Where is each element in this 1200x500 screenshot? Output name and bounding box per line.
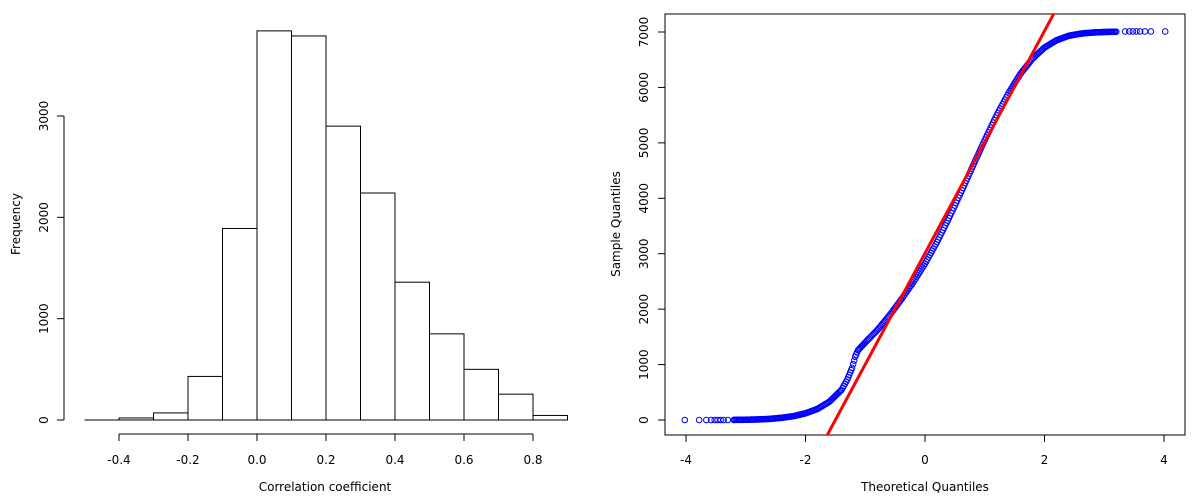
- qq-y-tick-label: 7000: [637, 17, 651, 48]
- histogram-bar: [291, 35, 327, 421]
- qq-point: [681, 416, 689, 424]
- histogram-x-tick-label: 0.6: [454, 453, 473, 467]
- qq-point: [1129, 28, 1137, 35]
- qq-y-tick-label: 5000: [637, 128, 651, 159]
- histogram-y-tick-label: 2000: [37, 202, 51, 233]
- qq-x-tick-label: 4: [1160, 453, 1168, 467]
- qq-point: [724, 416, 732, 424]
- histogram-bar: [498, 393, 534, 421]
- qq-y-tick-label: 1000: [637, 349, 651, 380]
- qq-y-label: Sample Quantiles: [609, 171, 623, 277]
- qq-point: [1147, 28, 1155, 35]
- histogram-bar: [325, 125, 361, 421]
- histogram-y-axis: 0 1000 2000 3000: [37, 101, 65, 424]
- qq-reference-line-group: [825, 14, 1056, 435]
- histogram-y-tick-label: 1000: [37, 303, 51, 334]
- histogram-x-tick-label: 0.0: [247, 453, 266, 467]
- histogram-bar: [153, 412, 189, 421]
- histogram-x-label: Correlation coefficient: [259, 480, 392, 494]
- histogram-bar: [187, 375, 223, 421]
- qq-point: [695, 416, 703, 424]
- qq-y-tick-label: 4000: [637, 183, 651, 214]
- qq-x-axis: -4 -2 0 2 4: [680, 435, 1168, 467]
- qq-point: [1112, 28, 1120, 36]
- qq-point: [835, 388, 843, 396]
- qq-y-tick-label: 3000: [637, 238, 651, 269]
- qq-points: [681, 28, 1169, 424]
- histogram-bar: [222, 227, 258, 421]
- qq-point: [1126, 28, 1133, 35]
- histogram-y-tick-label: 3000: [37, 101, 51, 132]
- qq-point: [707, 416, 715, 424]
- qq-plot-frame: [664, 13, 1186, 436]
- qq-x-tick-label: -2: [800, 453, 812, 467]
- qq-point: [703, 416, 710, 424]
- histogram-y-tick-label: 0: [37, 416, 51, 424]
- qq-x-label: Theoretical Quantiles: [860, 480, 989, 494]
- qq-point: [1136, 28, 1144, 35]
- histogram-bar: [360, 192, 396, 421]
- qq-point: [717, 416, 724, 424]
- histogram-x-tick-label: 0.4: [385, 453, 404, 467]
- histogram-bar: [532, 414, 568, 421]
- histogram-x-tick-label: 0.8: [523, 453, 542, 467]
- qq-panel: -4 -2 0 2 4 0 1000 2000 3000 4000 5000 6000 7000 Th…: [609, 13, 1186, 494]
- qq-point: [1161, 28, 1169, 35]
- qq-point: [720, 416, 727, 424]
- qq-y-tick-label: 2000: [637, 294, 651, 325]
- histogram-bar: [463, 368, 499, 421]
- qq-point: [1121, 28, 1129, 35]
- qq-x-tick-label: -4: [680, 453, 692, 467]
- histogram-bars: [84, 30, 568, 421]
- qq-reference-line: [825, 14, 1056, 435]
- histogram-bar: [256, 30, 292, 421]
- qq-x-tick-label: 2: [1041, 453, 1049, 467]
- histogram-x-axis: -0.4 -0.2 0.0 0.2 0.4 0.6 0.8: [107, 433, 543, 467]
- qq-y-tick-label: 0: [637, 416, 651, 424]
- qq-y-axis: 0 1000 2000 3000 4000 5000 6000 7000: [637, 17, 665, 424]
- histogram-bar: [429, 333, 465, 421]
- histogram-panel: -0.4 -0.2 0.0 0.2 0.4 0.6 0.8 0 1000 2000 3000 Co…: [9, 30, 568, 494]
- qq-point: [848, 364, 856, 372]
- qq-y-tick-label: 6000: [637, 72, 651, 103]
- qq-point: [1133, 28, 1140, 35]
- qq-point: [859, 341, 867, 348]
- qq-point: [849, 360, 857, 368]
- histogram-y-label: Frequency: [9, 193, 23, 255]
- histogram-x-tick-label: -0.2: [176, 453, 199, 467]
- qq-point: [850, 357, 858, 364]
- qq-x-tick-label: 0: [921, 453, 929, 467]
- histogram-x-tick-label: -0.4: [107, 453, 130, 467]
- histogram-x-tick-label: 0.2: [316, 453, 335, 467]
- histogram-bar: [394, 281, 430, 421]
